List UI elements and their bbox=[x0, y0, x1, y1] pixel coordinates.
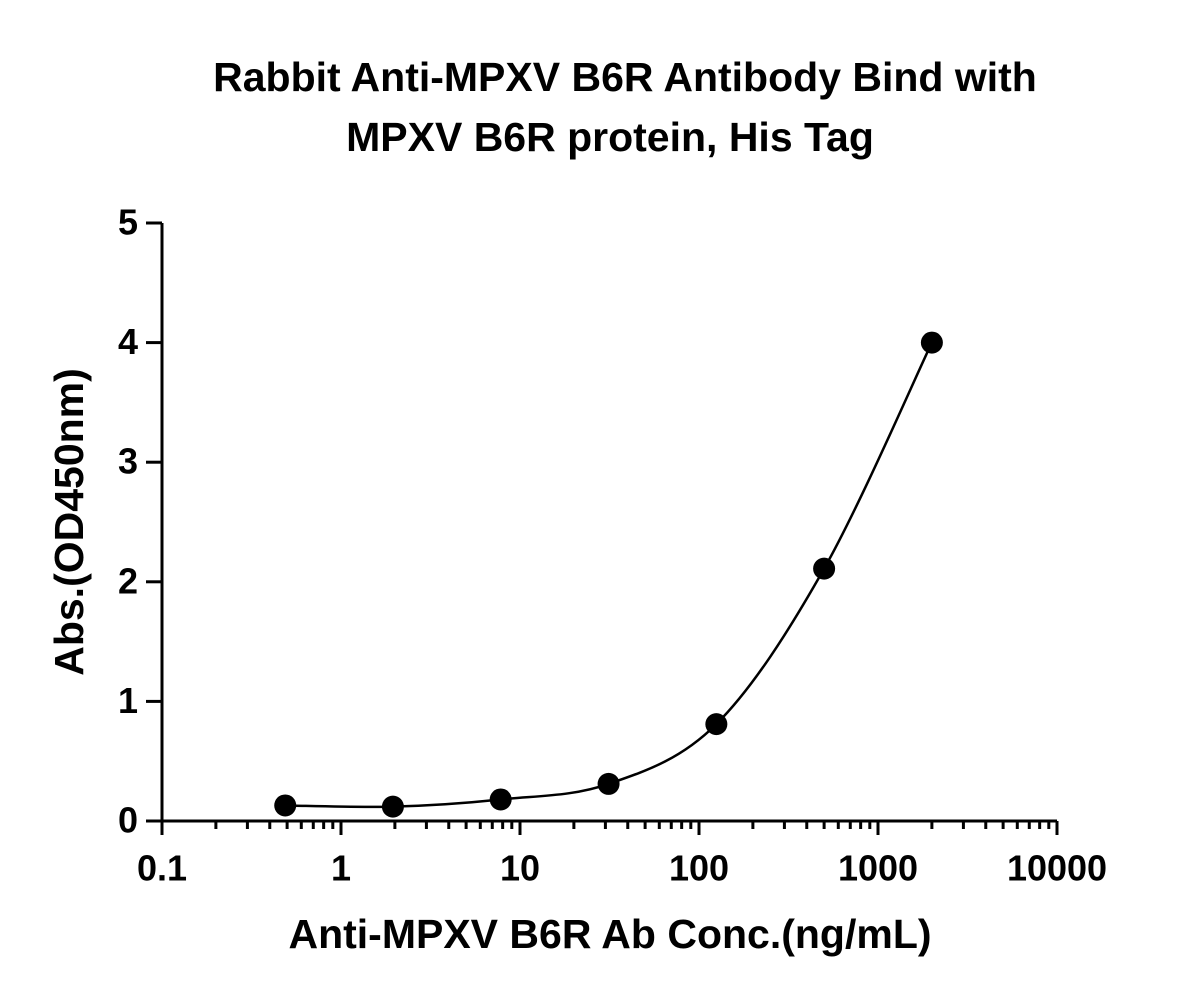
y-axis-label: Abs.(OD450nm) bbox=[46, 368, 92, 676]
x-tick-label: 1 bbox=[331, 848, 351, 889]
chart-title: Rabbit Anti-MPXV B6R Antibody Bind with bbox=[213, 54, 1037, 100]
y-tick-label: 1 bbox=[118, 680, 138, 721]
x-tick-label: 0.1 bbox=[137, 848, 187, 889]
data-point bbox=[489, 788, 512, 811]
data-point bbox=[813, 557, 836, 580]
y-tick-label: 0 bbox=[118, 800, 138, 841]
y-tick-label: 4 bbox=[118, 321, 138, 362]
x-tick-label: 1000 bbox=[838, 848, 918, 889]
y-tick-label: 3 bbox=[118, 441, 138, 482]
x-axis-label: Anti-MPXV B6R Ab Conc.(ng/mL) bbox=[288, 911, 931, 957]
data-point bbox=[274, 794, 297, 817]
fit-curve bbox=[285, 342, 934, 809]
chart-title: MPXV B6R protein, His Tag bbox=[346, 114, 874, 160]
x-tick-label: 10 bbox=[500, 848, 540, 889]
y-tick-label: 2 bbox=[118, 560, 138, 601]
data-point bbox=[597, 772, 620, 795]
x-tick-label: 100 bbox=[669, 848, 729, 889]
x-tick-label: 10000 bbox=[1007, 848, 1107, 889]
data-point bbox=[705, 713, 728, 736]
data-point bbox=[381, 795, 404, 818]
data-point bbox=[920, 331, 943, 354]
y-tick-label: 5 bbox=[118, 202, 138, 243]
